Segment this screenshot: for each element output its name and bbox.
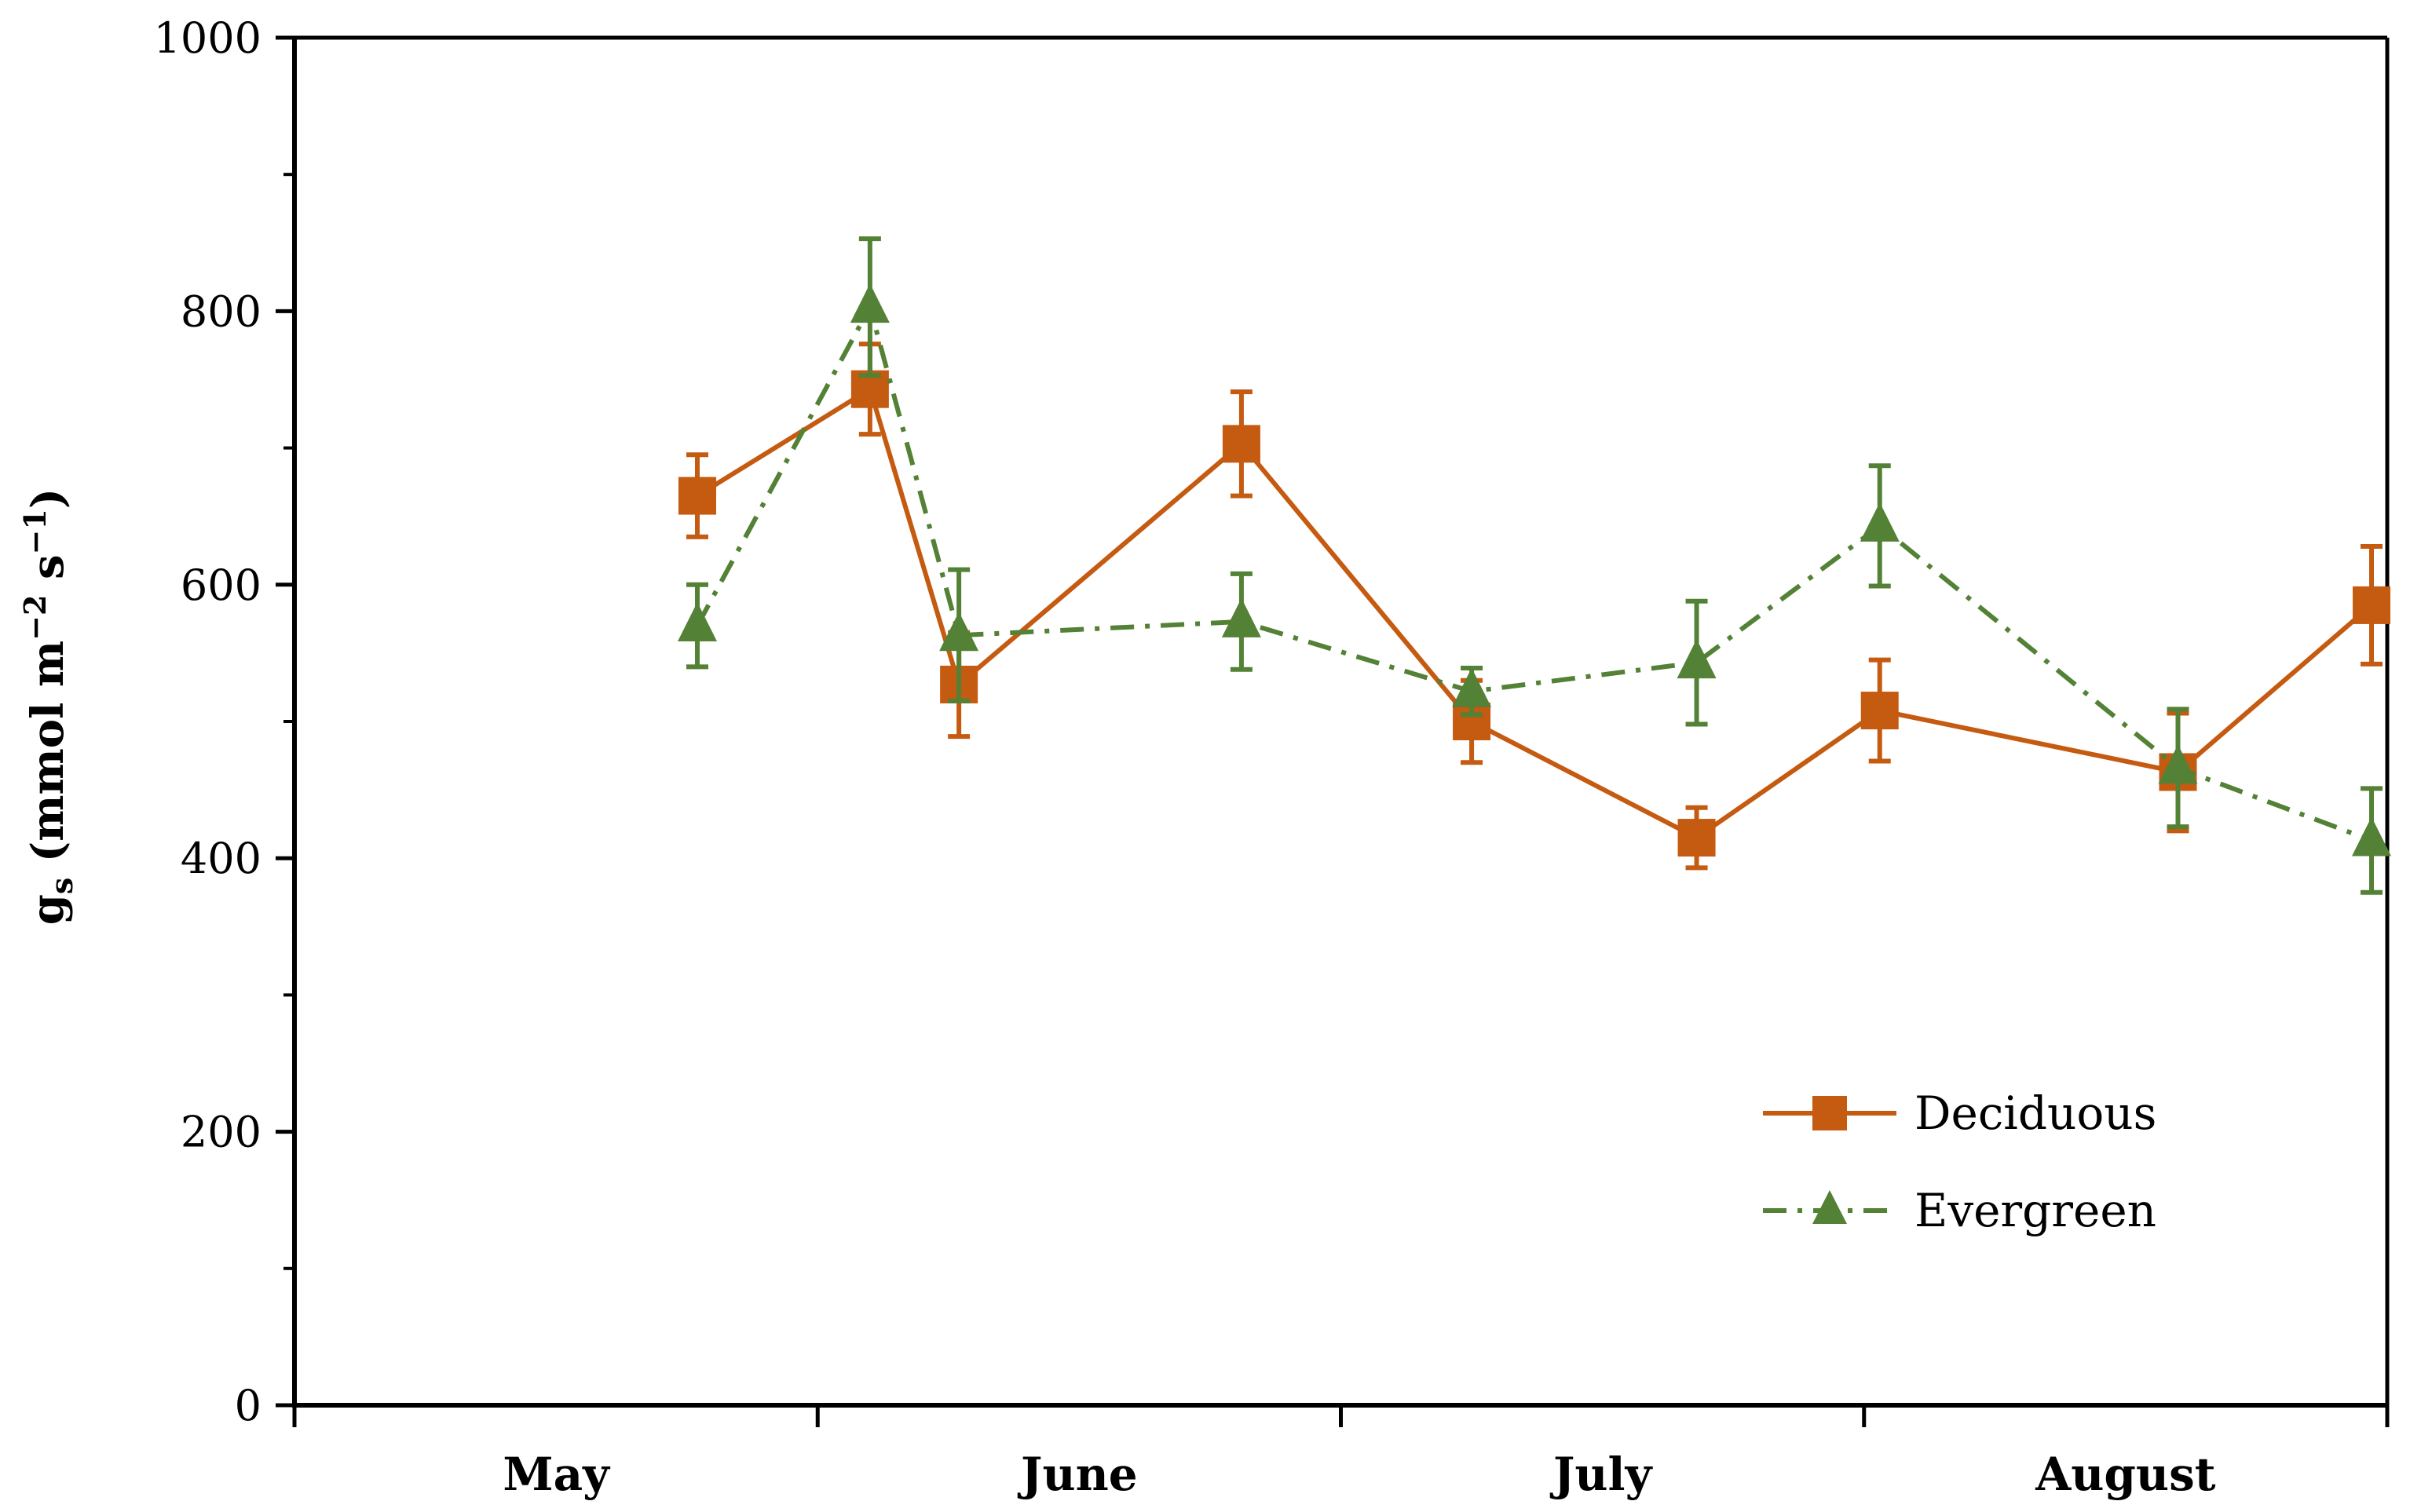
y-axis-title-mid: s — [22, 555, 74, 595]
data-point-marker — [1677, 639, 1717, 679]
y-axis-title-sub: s — [44, 878, 79, 894]
series-deciduous — [678, 341, 2391, 871]
data-point-marker — [1677, 819, 1716, 857]
data-point-marker — [939, 612, 979, 652]
data-point-marker — [1452, 667, 1492, 707]
data-point-marker — [678, 602, 718, 642]
data-point-marker — [2158, 744, 2198, 784]
legend-marker-deciduous — [1812, 1096, 1847, 1130]
y-axis-title: gs (mmol m−2 s−1) — [17, 488, 79, 926]
x-tick-label: June — [1017, 1448, 1138, 1501]
data-point-marker — [678, 477, 717, 515]
data-point-marker — [2353, 586, 2391, 624]
ticks: 0 200 400 600 800 1000 May June July August — [154, 13, 2390, 1501]
data-point-marker — [1860, 502, 1900, 542]
series-line — [696, 386, 2373, 841]
y-axis-title-main: g — [22, 894, 74, 925]
legend: Deciduous Evergreen — [1763, 1087, 2156, 1237]
x-tick-label: August — [2035, 1448, 2216, 1501]
legend-label-evergreen: Evergreen — [1914, 1184, 2156, 1237]
y-tick-label: 800 — [181, 287, 261, 336]
data-point-marker — [850, 283, 890, 323]
x-tick-label: July — [1549, 1448, 1654, 1501]
data-point-marker — [1222, 425, 1260, 463]
x-tick-label: May — [503, 1448, 611, 1501]
y-tick-label: 200 — [181, 1108, 261, 1157]
data-point-marker — [2352, 816, 2392, 856]
y-tick-label: 1000 — [154, 13, 261, 63]
y-tick-label: 400 — [181, 834, 261, 883]
y-axis-title-unit: (mmol m — [22, 641, 74, 878]
series-layer — [678, 236, 2392, 895]
y-axis-title-close: ) — [22, 488, 74, 509]
series-evergreen — [678, 236, 2392, 895]
y-tick-label: 0 — [235, 1381, 261, 1430]
y-axis-title-sup2: −1 — [17, 509, 53, 554]
legend-label-deciduous: Deciduous — [1914, 1087, 2156, 1140]
data-point-marker — [1860, 692, 1899, 730]
y-axis-title-sup1: −2 — [17, 595, 53, 641]
legend-marker-evergreen — [1812, 1190, 1847, 1224]
y-tick-label: 600 — [181, 561, 261, 610]
data-point-marker — [1221, 597, 1261, 637]
